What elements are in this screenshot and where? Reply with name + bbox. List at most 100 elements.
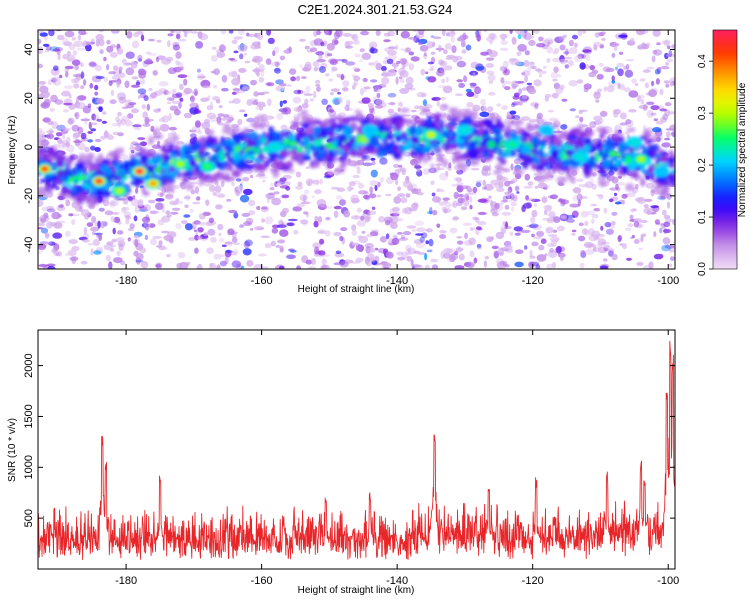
spectrogram-cell [445,76,449,83]
spectrogram-cell [505,195,512,200]
spectrogram-cell [106,39,111,45]
spectrogram-cell [66,50,71,56]
spectrogram-cell [497,247,505,256]
spectrogram-cell [663,80,670,84]
spectrogram-cell [178,38,187,42]
spectrogram-cell [598,62,604,67]
spectrogram-cell [167,101,172,105]
spectrogram-cell [242,248,252,256]
spectrogram-cell [295,185,304,190]
spectrogram-cell [370,169,378,178]
spectrogram-cell [520,229,531,233]
spectrogram-cell [366,233,374,238]
spectrogram-cell [516,51,522,56]
spectrogram-cell [536,148,544,158]
spectrogram-cell [452,200,458,208]
spectrogram-cell [299,64,303,68]
spectrogram-cell [208,217,215,224]
spectrogram-cell [535,264,541,269]
spectrogram-cell [666,53,675,58]
spectrogram-cell [387,92,397,98]
spectrogram-cell [80,85,85,90]
spectrogram-cell [338,96,343,104]
spectrogram-cell [43,212,49,219]
spectrogram-cell [426,249,433,253]
spectrogram-cell [108,71,116,75]
spectrogram-cell [574,42,578,47]
spectrogram-cell [342,87,349,92]
spectrogram-cell [38,189,48,196]
spectrogram-cell [420,68,426,76]
spectrogram-cell [250,131,258,141]
spectrogram-cell [460,40,466,48]
spectrogram-cell [73,83,80,89]
spectrogram-cell [454,93,463,97]
spectrogram-cell [561,159,571,168]
spectrogram-cell [617,235,623,242]
spectrogram-cell [475,145,487,152]
spectrogram-hotspot [631,139,638,145]
spectrogram-cell [60,91,70,97]
spectrogram-cell [579,62,586,70]
spectrogram-cell [100,135,107,140]
spectrogram-cell [624,69,634,78]
spectrogram-cell [617,68,624,77]
spectrogram-cell [451,216,459,222]
spectrogram-hotspot [427,132,435,138]
spectrogram-cell [206,247,215,254]
spectrogram-cell [56,205,66,212]
spectrogram-cell [106,254,111,262]
spectrogram-cell [457,194,464,198]
spectrogram-cell [183,196,191,200]
spectrogram-cell [150,125,155,132]
spectrogram-cell [75,197,84,203]
spectrogram-cell [446,31,456,37]
spectrogram-cell [463,240,473,246]
spectrogram-cell [279,100,283,108]
spectrogram-cell [482,179,486,186]
spectrogram-cell [606,174,615,182]
spectrogram-cell [386,58,394,65]
spectrogram-cell [410,109,417,113]
spectrogram-cell [237,144,246,149]
spectrogram-cell [403,118,412,125]
spectrogram-cell [565,149,575,157]
spectrogram-cell [640,162,646,172]
spectrogram-cell [332,115,343,120]
spectrogram-cell [494,202,500,210]
spectrogram-cell [475,66,485,71]
spectrogram-cell [477,221,487,226]
spectrogram-cell [661,142,671,148]
spectrogram-cell [43,241,52,245]
spectrogram-cell [316,59,326,63]
spectrogram-cell [135,257,141,262]
spectrogram-cell [411,266,418,269]
spectrogram-cell [285,161,293,166]
spectrogram-cell [95,34,104,41]
spectrogram-cell [73,179,79,184]
spectrogram-cell [288,46,292,53]
spectrogram-cell [463,75,468,83]
spectrogram-cell [521,70,531,77]
spectrogram-cell [46,263,56,267]
spectrogram-cell [208,184,216,193]
spectrogram-cell [56,34,65,41]
spectrogram-cell [587,210,595,216]
spectrogram-cell [279,55,286,61]
spectrogram-cell [171,207,181,211]
spectrogram-cell [281,110,287,115]
spectrogram-cell [390,222,398,229]
spectrogram-cell [141,104,146,110]
spectrogram-cell [471,109,479,119]
spectrogram-cell [452,56,459,63]
colorbar: 0.00.10.20.30.4 Normalized spectral ampl… [697,29,748,276]
spectrogram-cell [444,43,452,50]
spectrogram-cell [571,210,579,218]
spectrogram-cell [148,223,156,228]
spectrogram-cell [383,32,391,37]
spectrogram-cell [197,130,202,134]
spectrogram-cell [500,77,505,84]
spectrogram-cell [348,181,356,187]
spectrogram-cell [409,158,419,166]
spectrogram-cell [109,200,116,208]
